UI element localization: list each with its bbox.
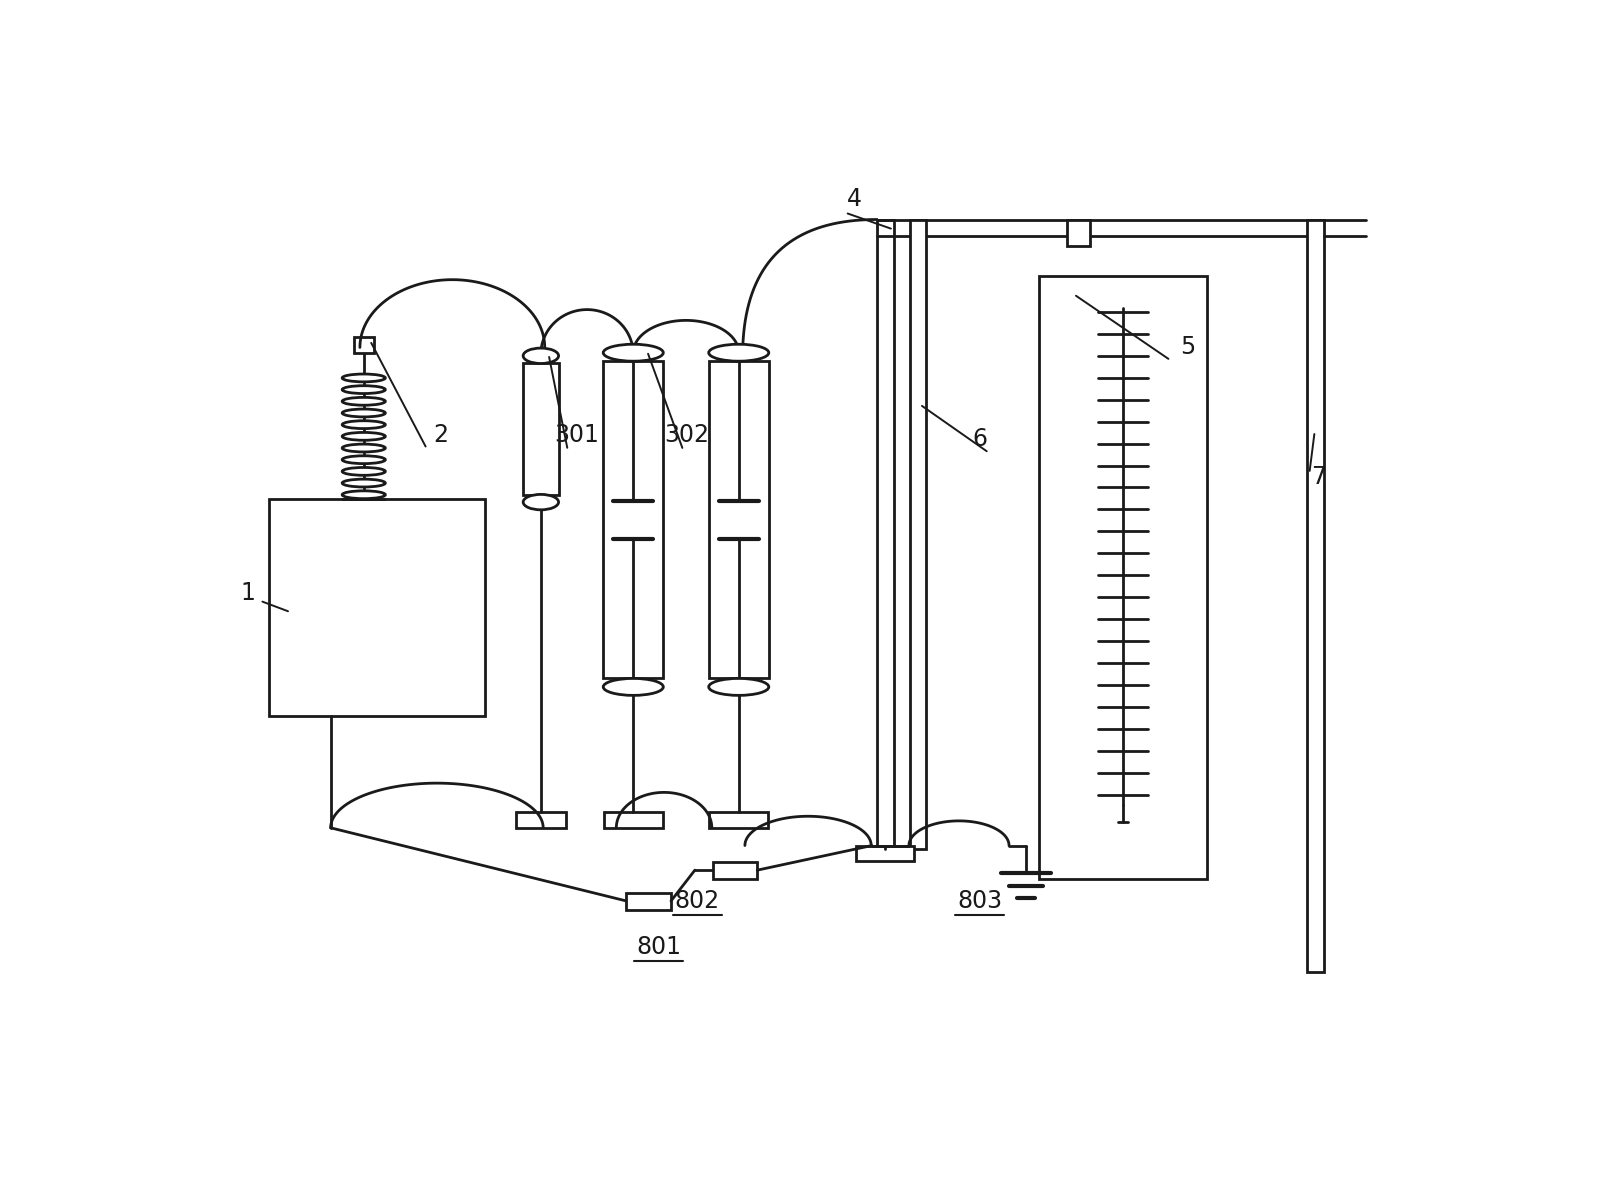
- Text: 5: 5: [1180, 334, 1194, 358]
- Ellipse shape: [342, 468, 386, 475]
- Bar: [604, 362, 663, 678]
- Ellipse shape: [342, 420, 386, 429]
- Bar: [516, 812, 565, 827]
- Text: 2: 2: [433, 423, 449, 447]
- Ellipse shape: [342, 491, 386, 499]
- Bar: [876, 220, 893, 849]
- Bar: [626, 893, 670, 910]
- Text: 7: 7: [1311, 466, 1325, 490]
- Ellipse shape: [523, 349, 558, 363]
- Bar: [604, 812, 662, 827]
- Text: 301: 301: [554, 423, 599, 447]
- Ellipse shape: [523, 494, 558, 510]
- Ellipse shape: [709, 678, 768, 695]
- Ellipse shape: [604, 344, 663, 362]
- Ellipse shape: [709, 344, 768, 362]
- Text: 4: 4: [846, 186, 862, 210]
- Text: 302: 302: [665, 423, 709, 447]
- Bar: [709, 362, 768, 678]
- Bar: [1038, 276, 1206, 880]
- Bar: [855, 845, 914, 861]
- Bar: [270, 499, 484, 716]
- Ellipse shape: [342, 386, 386, 394]
- Ellipse shape: [604, 678, 663, 695]
- Ellipse shape: [342, 456, 386, 463]
- Text: 802: 802: [675, 890, 720, 913]
- Ellipse shape: [342, 479, 386, 487]
- Ellipse shape: [342, 398, 386, 405]
- Bar: [1306, 220, 1323, 972]
- Bar: [709, 812, 768, 827]
- Bar: [910, 220, 925, 849]
- Text: 803: 803: [957, 890, 1002, 913]
- Ellipse shape: [342, 374, 386, 382]
- Bar: [1067, 220, 1089, 246]
- Text: 6: 6: [972, 427, 986, 451]
- Bar: [353, 338, 373, 352]
- Bar: [712, 862, 757, 880]
- Ellipse shape: [342, 444, 386, 453]
- Text: 801: 801: [636, 935, 681, 959]
- Text: 1: 1: [240, 581, 255, 605]
- Bar: [523, 363, 558, 496]
- Ellipse shape: [342, 432, 386, 441]
- Ellipse shape: [342, 410, 386, 417]
